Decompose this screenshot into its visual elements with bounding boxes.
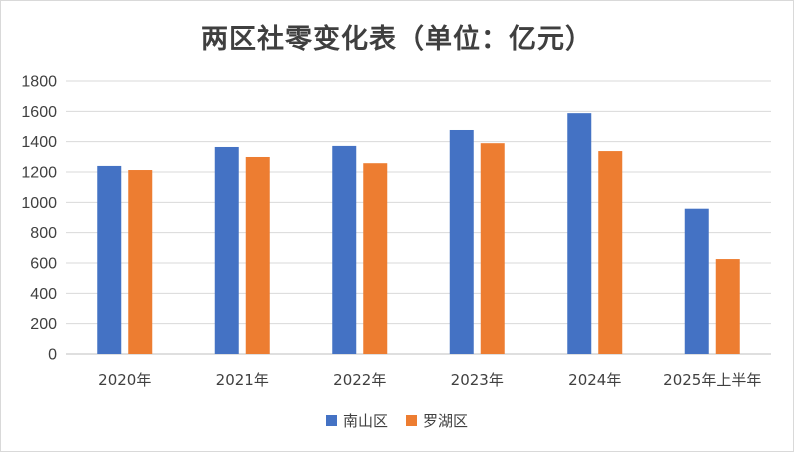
legend-label: 南山区	[342, 412, 388, 430]
y-tick-label: 600	[30, 256, 57, 273]
bar-luohu	[245, 156, 270, 354]
legend-item-nanshan: 南山区	[325, 410, 388, 431]
bar-nanshan	[214, 146, 239, 354]
bar-nanshan	[567, 113, 592, 354]
bar-nanshan	[684, 208, 709, 354]
bar-nanshan	[97, 165, 122, 354]
y-tick-label: 1600	[21, 104, 57, 121]
y-tick-label: 200	[30, 316, 57, 333]
bar-luohu	[128, 170, 153, 354]
y-tick-label: 800	[30, 225, 57, 242]
legend-swatch	[406, 415, 417, 426]
legend-item-luohu: 罗湖区	[406, 410, 468, 431]
bar-luohu	[598, 151, 623, 354]
legend-label: 罗湖区	[423, 412, 469, 430]
x-category-label: 2024年	[568, 371, 621, 389]
x-axis-categories: 2020年 2021年 2022年 2023年 2024年 2025年上半年	[98, 371, 761, 389]
y-tick-label: 1800	[21, 74, 57, 91]
x-category-label: 2023年	[451, 371, 504, 389]
y-tick-label: 1000	[21, 195, 57, 212]
y-tick-label: 0	[48, 347, 57, 364]
bar-nanshan	[332, 145, 357, 354]
y-tick-label: 1200	[21, 165, 57, 182]
x-category-label: 2021年	[216, 371, 269, 389]
bar-luohu	[715, 259, 740, 354]
chart-title: 两区社零变化表（单位：亿元）	[201, 24, 593, 55]
y-tick-label: 1400	[21, 134, 57, 151]
legend: 南山区 罗湖区	[1, 410, 793, 431]
bar-luohu	[363, 163, 388, 354]
bar-nanshan	[449, 129, 474, 354]
x-category-label: 2022年	[333, 371, 386, 389]
y-axis-ticks: 0 200 400 600 800 1000 1200 1400 1600 1800	[21, 74, 57, 364]
x-category-label: 2025年上半年	[663, 371, 761, 389]
legend-swatch	[325, 415, 337, 426]
bar-luohu	[480, 143, 505, 354]
gridlines	[66, 80, 771, 355]
bars	[97, 113, 740, 354]
y-tick-label: 400	[30, 286, 57, 303]
x-category-label: 2020年	[98, 371, 151, 389]
